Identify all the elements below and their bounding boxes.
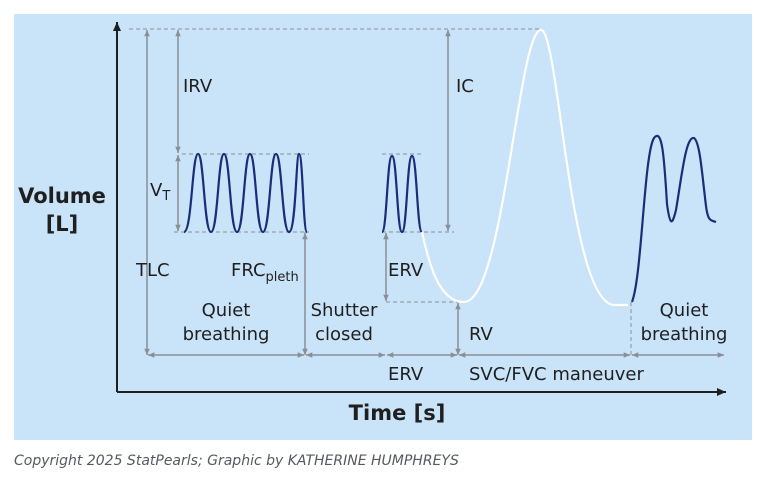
copyright-caption: Copyright 2025 StatPearls; Graphic by KA… xyxy=(14,453,459,469)
quiet-breathing-trace-2 xyxy=(630,134,717,303)
svc-fvc-maneuver-trace xyxy=(420,28,628,307)
x-axis-label: Time [s] xyxy=(349,401,446,425)
quiet-breathing-trace-1 xyxy=(182,152,309,234)
measurement-arrows xyxy=(144,29,724,358)
ic-label: IC xyxy=(456,76,474,97)
tlc-label: TLC xyxy=(135,260,170,281)
frc-sub: pleth xyxy=(266,270,299,285)
y-axis-label-line1: Volume xyxy=(18,184,106,208)
frc-label: FRCpleth xyxy=(231,260,299,285)
erv-lower-label: ERV xyxy=(388,364,424,385)
frc-main: FRC xyxy=(231,260,266,281)
maneuver-label: SVC/FVC maneuver xyxy=(469,364,645,385)
shutter-label-line1: Shutter xyxy=(311,300,378,321)
rv-label: RV xyxy=(469,324,494,345)
vt-main: V xyxy=(150,180,163,201)
vt-label: VT xyxy=(150,180,170,204)
shutter-label-line2: closed xyxy=(315,324,373,345)
quiet-breathing-label-1-line2: breathing xyxy=(183,324,270,345)
quiet-breathing-label-2-line1: Quiet xyxy=(660,300,709,321)
quiet-breathing-trace-shutter xyxy=(380,154,424,234)
quiet-breathing-label-1-line1: Quiet xyxy=(202,300,251,321)
erv-upper-label: ERV xyxy=(388,260,424,281)
irv-label: IRV xyxy=(183,76,213,97)
vt-sub: T xyxy=(161,189,170,204)
y-axis-label-line2: [L] xyxy=(46,212,79,236)
quiet-breathing-label-2-line2: breathing xyxy=(641,324,728,345)
reference-levels xyxy=(129,28,632,356)
diagram-panel: Volume [L] Time [s] IRV IC VT TLC FRCple… xyxy=(14,14,752,440)
lung-volume-diagram: Volume [L] Time [s] IRV IC VT TLC FRCple… xyxy=(18,22,728,425)
